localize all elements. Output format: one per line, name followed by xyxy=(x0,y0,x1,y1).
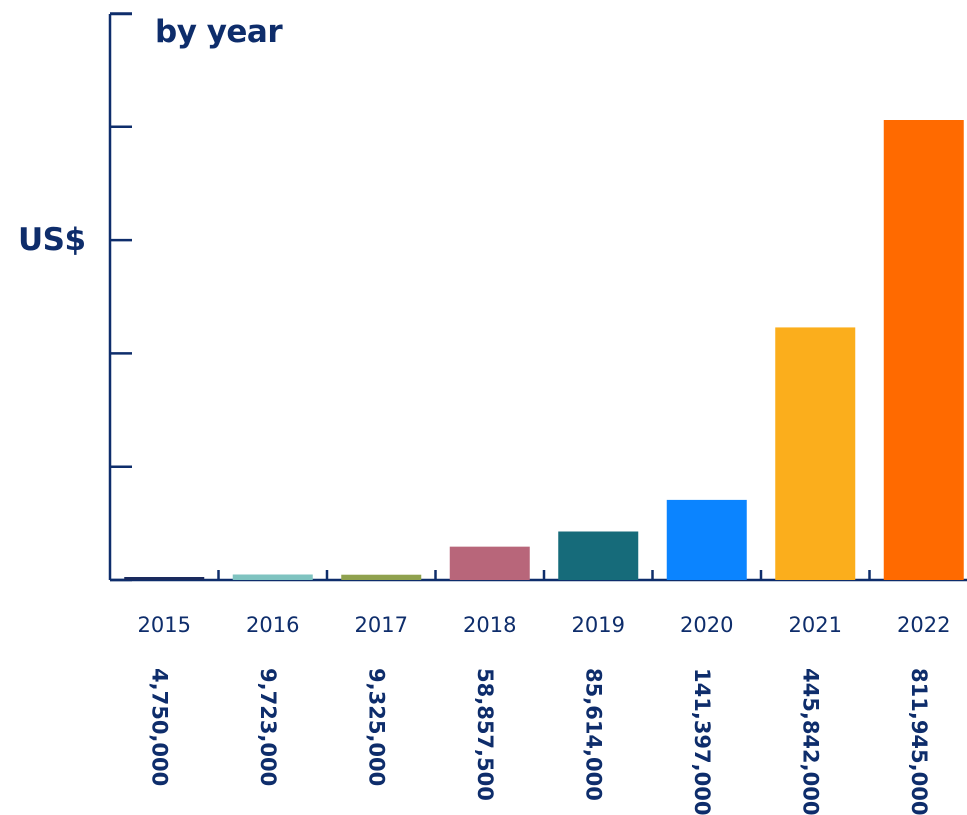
data-label: 141,397,000 xyxy=(690,668,714,815)
bar xyxy=(449,546,530,580)
chart-title: by year xyxy=(155,14,283,50)
bar xyxy=(232,574,313,580)
bar xyxy=(558,531,639,580)
bar xyxy=(666,499,747,580)
x-tick-label: 2016 xyxy=(246,613,299,637)
bar xyxy=(775,327,856,580)
x-tick-label: 2020 xyxy=(680,613,733,637)
data-label: 445,842,000 xyxy=(798,668,822,815)
x-tick-label: 2019 xyxy=(572,613,625,637)
data-label: 9,723,000 xyxy=(256,668,280,786)
x-tick-label: 2018 xyxy=(463,613,516,637)
bar xyxy=(124,577,205,580)
x-tick-label: 2015 xyxy=(138,613,191,637)
data-label: 811,945,000 xyxy=(907,668,931,815)
data-label: 9,325,000 xyxy=(364,668,388,786)
data-label: 85,614,000 xyxy=(581,668,605,801)
bar xyxy=(883,120,964,580)
x-tick-label: 2021 xyxy=(789,613,842,637)
y-axis-label: US$ xyxy=(18,222,86,258)
x-tick-label: 2017 xyxy=(355,613,408,637)
data-label: 4,750,000 xyxy=(147,668,171,786)
x-tick-label: 2022 xyxy=(897,613,950,637)
bar xyxy=(341,574,422,580)
data-label: 58,857,500 xyxy=(473,668,497,801)
